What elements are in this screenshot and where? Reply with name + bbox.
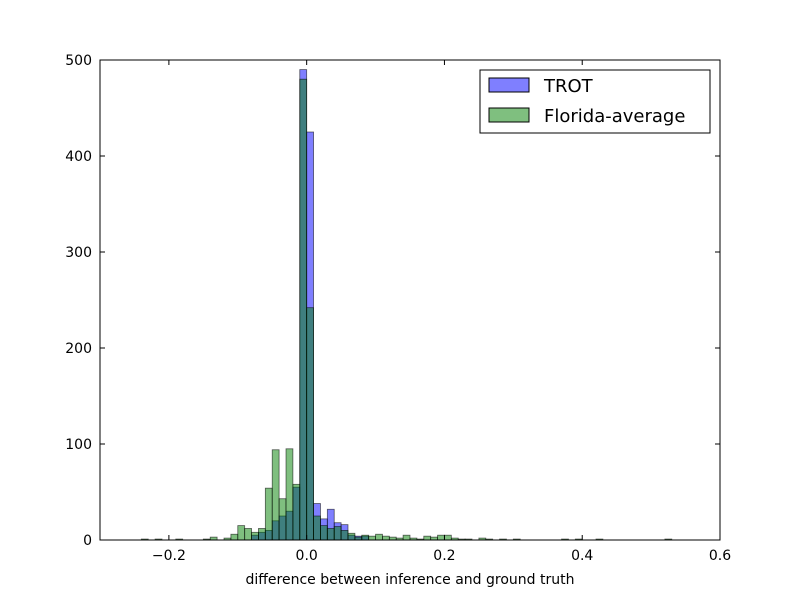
bar-florida-average-36: [437, 534, 445, 541]
bar-florida-average-26: [368, 535, 376, 541]
bar-florida-average-11: [264, 487, 273, 541]
y-tick-label-5: 500: [65, 53, 92, 69]
x-tick-label-0: −0.2: [152, 548, 186, 564]
bar-florida-average-25: [361, 534, 370, 541]
x-axis-label: difference between inference and ground …: [246, 572, 575, 588]
x-tick-label-3: 0.4: [571, 548, 593, 564]
bar-florida-average-9: [251, 531, 259, 541]
x-tick-label-1: 0.0: [296, 548, 318, 564]
y-tick-label-4: 400: [65, 149, 92, 165]
x-tick-label-2: 0.2: [433, 548, 455, 564]
legend: TROT Florida-average: [479, 69, 711, 134]
bar-florida-average-27: [375, 533, 383, 541]
bar-florida-average-34: [423, 535, 432, 541]
y-tick-label-1: 100: [65, 437, 92, 453]
plot-frame: [99, 59, 721, 541]
bar-florida-average-13: [278, 498, 287, 541]
bar-florida-average-37: [444, 534, 452, 541]
bar-florida-average-22: [340, 530, 349, 541]
bar-florida-average-14: [285, 448, 294, 541]
bar-florida-average-19: [320, 525, 328, 541]
bar-florida-average-21: [333, 526, 342, 541]
bar-florida-average-12: [271, 449, 280, 541]
bar-florida-average-17: [306, 307, 314, 541]
legend-swatch-florida-average: [488, 107, 530, 123]
bar-florida-average-23: [347, 532, 356, 541]
y-tick-label-0: 0: [83, 533, 92, 549]
bar-florida-average-20: [326, 528, 335, 541]
bar-florida-average-6: [230, 533, 239, 541]
bar-florida-average-15: [292, 483, 301, 541]
bar-florida-average-8: [244, 528, 252, 541]
ticks-layer: −0.2 0.0 0.2 0.4 0.6 0 100 200 300 400 500: [65, 53, 731, 564]
bar-florida-average-16: [299, 78, 308, 541]
legend-label-trot: TROT: [543, 76, 594, 97]
bar-florida-average-10: [258, 528, 266, 541]
y-tick-label-2: 200: [65, 341, 92, 357]
x-tick-label-4: 0.6: [709, 548, 731, 564]
y-tick-label-3: 300: [65, 245, 92, 261]
bar-florida-average-18: [313, 515, 321, 541]
bar-florida-average-7: [237, 525, 246, 541]
legend-swatch-trot: [488, 77, 530, 93]
legend-label-florida-average: Florida-average: [544, 106, 685, 127]
bar-florida-average-31: [402, 534, 411, 541]
bar-florida-average-28: [382, 535, 390, 541]
